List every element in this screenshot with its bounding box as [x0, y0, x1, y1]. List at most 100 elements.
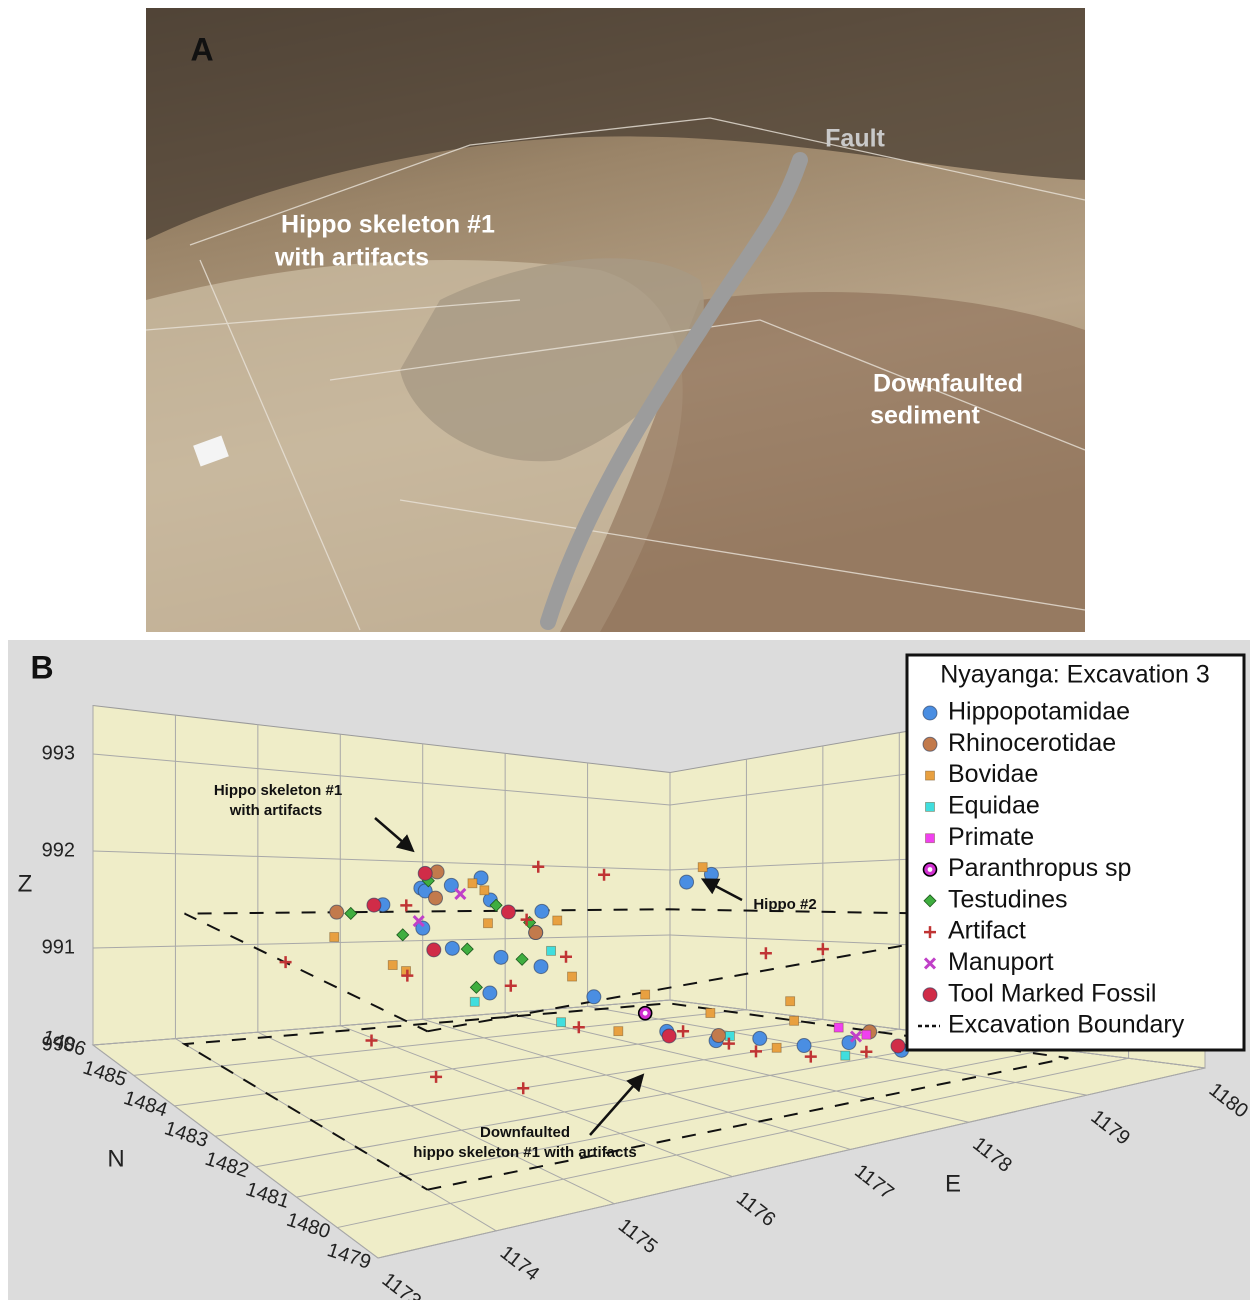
photo-label: Downfaulted — [873, 370, 1023, 398]
legend-marker — [923, 894, 937, 908]
legend-marker — [922, 987, 938, 1003]
data-point — [426, 942, 442, 958]
legend-label: Equidae — [948, 792, 1040, 820]
data-point — [473, 870, 489, 886]
data-point — [759, 947, 772, 960]
photo-panel: A Fault Hippo skeleton #1 with artifacts… — [145, 8, 1086, 632]
z-tick-label: 991 — [42, 936, 75, 958]
data-point — [517, 1082, 530, 1095]
legend-label: Bovidae — [948, 760, 1038, 788]
legend-marker — [922, 736, 938, 752]
photo-label: Hippo skeleton #1 — [281, 211, 495, 239]
annotation-arrows — [374, 817, 743, 1136]
data-point — [444, 940, 460, 956]
legend-marker — [922, 705, 938, 721]
data-point — [396, 928, 410, 942]
data-point — [460, 942, 474, 956]
data-point — [415, 920, 431, 936]
data-point — [567, 971, 577, 982]
photo-label: with artifacts — [274, 244, 429, 272]
legend-box — [905, 653, 1246, 1052]
data-point — [640, 989, 651, 1000]
legend-label: Tool Marked Fossil — [948, 979, 1156, 1007]
data-point — [467, 878, 478, 889]
data-point — [533, 959, 549, 975]
panel-label: B — [30, 649, 53, 685]
legend-label: Artifact — [948, 917, 1026, 945]
data-point — [401, 966, 411, 976]
data-point — [417, 865, 433, 881]
data-point — [479, 885, 490, 896]
legend-label: Testudines — [948, 885, 1068, 913]
legend-label: Excavation Boundary — [948, 1011, 1185, 1039]
grid-line — [92, 850, 671, 871]
data-point — [443, 877, 459, 893]
legend-marker — [923, 957, 937, 970]
grid-line — [257, 1031, 615, 1205]
panel-label: A — [190, 31, 213, 67]
data-point — [515, 952, 529, 966]
excavation-wall — [146, 8, 1085, 240]
fault-label: Fault — [825, 125, 885, 153]
legend-label: Primate — [948, 823, 1034, 851]
excavation-boundary — [184, 908, 1069, 1033]
data-point — [697, 862, 708, 873]
grid-line — [92, 999, 671, 1046]
data-point — [560, 950, 573, 963]
data-point — [365, 1034, 378, 1047]
legend-marker — [925, 802, 935, 812]
grid-line — [377, 1067, 1206, 1259]
data-point — [400, 899, 413, 912]
data-point — [711, 1028, 727, 1044]
legend-marker — [925, 833, 935, 844]
data-point — [586, 989, 602, 1005]
legend-label: Rhinocerotidae — [948, 729, 1116, 757]
data-point — [840, 1050, 851, 1061]
data-point — [528, 925, 544, 941]
grid-line — [505, 1012, 969, 1123]
annotation-arrow — [589, 1073, 645, 1136]
annotation: Hippo skeleton #1 — [214, 782, 342, 799]
data-point — [890, 1038, 906, 1054]
data-point — [482, 985, 498, 1001]
data-point — [401, 969, 414, 982]
annotation-arrow — [374, 817, 415, 853]
data-point — [849, 1030, 863, 1043]
data-point — [493, 949, 509, 965]
data-point — [749, 1045, 762, 1058]
legend-label: Manuport — [948, 948, 1054, 976]
legend-label: Paranthropus sp — [948, 854, 1131, 882]
fault-line — [540, 152, 808, 630]
data-point — [613, 1026, 624, 1037]
data-point — [552, 915, 563, 926]
data-point — [860, 1045, 873, 1058]
data-point — [833, 1022, 844, 1033]
data-point — [556, 1017, 566, 1028]
legend: Nyayanga: Excavation 3 Hippopotamidae Rhi… — [905, 653, 1246, 1052]
data-point — [661, 1028, 677, 1044]
data-point — [752, 1030, 768, 1046]
annotation: with artifacts — [229, 802, 323, 819]
legend-title: Nyayanga: Excavation 3 — [940, 661, 1210, 689]
data-point — [572, 1021, 585, 1034]
z-tick-label: 992 — [42, 839, 75, 861]
data-point — [861, 1029, 872, 1040]
grid-line — [340, 1025, 733, 1178]
annotation: Hippo #2 — [753, 896, 816, 913]
legend-marker — [925, 770, 935, 781]
grid-line — [92, 1044, 379, 1259]
annotation-arrow — [700, 878, 743, 902]
legend-label: Hippopotamidae — [948, 698, 1130, 726]
grid-line — [587, 1005, 1087, 1096]
axis-title: E — [945, 1170, 961, 1197]
data-point — [489, 898, 503, 912]
data-point — [500, 904, 516, 920]
data-point — [534, 903, 550, 919]
data-point — [705, 1008, 716, 1018]
data-point — [816, 943, 829, 956]
data-point — [520, 913, 533, 926]
data-point — [532, 860, 545, 873]
axis-title: Z — [18, 870, 33, 897]
marker-center — [642, 1010, 648, 1016]
